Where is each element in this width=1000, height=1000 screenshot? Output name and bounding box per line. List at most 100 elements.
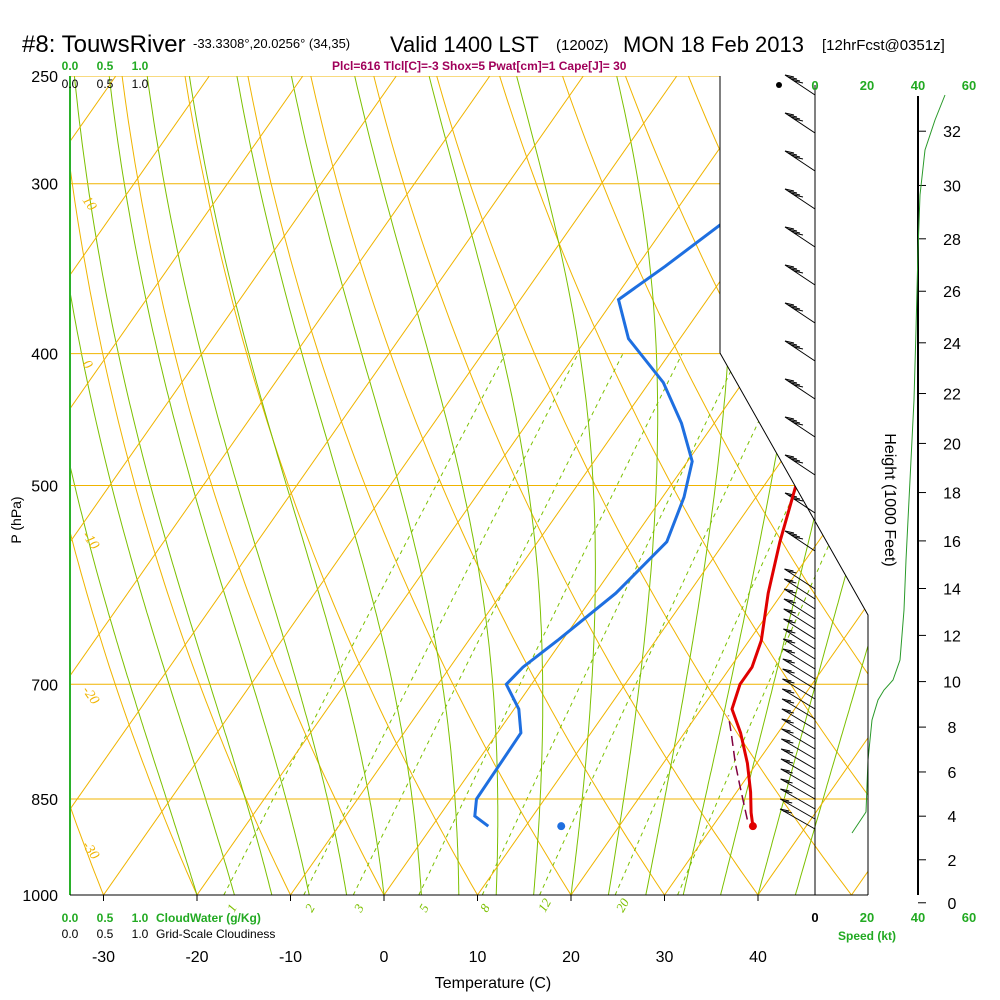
wind-barb-feather xyxy=(784,150,795,154)
wind-barb-feather xyxy=(790,420,801,424)
wind-speed-tick-label: 0 xyxy=(811,910,818,925)
wind-barb-feather xyxy=(782,668,792,672)
wind-calm-marker xyxy=(776,82,782,88)
moist-adiabat-line xyxy=(70,76,235,895)
temperature-tick-label: 30 xyxy=(656,949,674,966)
wind-barb-feather xyxy=(783,628,793,632)
height-tick-label: 12 xyxy=(943,628,961,645)
wind-barb-feather xyxy=(790,192,801,196)
wind-barb-feather xyxy=(781,708,791,712)
wind-barb xyxy=(784,340,816,362)
wind-barb-feather xyxy=(790,534,801,538)
wind-barb-feather xyxy=(790,116,801,120)
isotherm-label: 10 xyxy=(747,346,776,376)
dry-adiabat-line xyxy=(499,76,868,895)
mixing-ratio-line xyxy=(352,353,624,895)
wind-barb-feather xyxy=(785,680,795,684)
wind-barb-feather xyxy=(780,768,790,772)
moist-adiabat-line xyxy=(188,76,385,895)
wind-height-panel: 0020204040606002468101214161820222426283… xyxy=(776,74,976,925)
isotherm-line xyxy=(70,76,304,895)
wind-barb-feather xyxy=(784,226,795,230)
cloud-scale-tick-label: 0.5 xyxy=(97,927,114,941)
mixing-ratio-label: 2 xyxy=(302,901,318,915)
wind-barb-feather xyxy=(787,342,798,346)
wind-barb xyxy=(780,768,816,790)
wind-barb-feather xyxy=(780,788,790,792)
wind-speed-tick-label: 40 xyxy=(911,910,925,925)
wind-barb-feather xyxy=(782,688,792,692)
wind-barb xyxy=(781,688,816,710)
wind-barb-feather xyxy=(783,780,793,784)
moist-adiabat-line xyxy=(516,76,596,895)
wind-barb xyxy=(782,678,816,700)
height-tick-label: 28 xyxy=(943,232,961,249)
wind-barb-feather xyxy=(793,232,804,236)
wind-barb-feather xyxy=(790,344,801,348)
moist-adiabat-line xyxy=(290,76,460,895)
wind-barb xyxy=(782,658,816,680)
wind-barb xyxy=(781,738,816,760)
height-tick-label: 4 xyxy=(948,809,957,826)
wind-barb-feather xyxy=(786,640,796,644)
moist-adiabat-line xyxy=(428,76,544,895)
wind-barb-feather xyxy=(787,190,798,194)
temperature-profile-line xyxy=(730,98,868,827)
wind-barb-feather xyxy=(787,570,797,574)
wind-barb-feather xyxy=(785,690,795,694)
station-title: #8: TouwsRiver xyxy=(22,31,186,58)
wind-barb-feather xyxy=(780,758,791,762)
mixing-ratio-label: 12 xyxy=(535,895,555,914)
wind-barb xyxy=(784,454,816,476)
wind-barb-feather xyxy=(787,418,798,422)
surface-temperature-dot xyxy=(748,822,757,831)
wind-barb xyxy=(781,698,816,720)
wind-barb xyxy=(784,112,816,134)
wind-barb-feather xyxy=(793,384,804,388)
wind-barb xyxy=(784,568,816,590)
wind-barb-feather xyxy=(784,568,794,572)
wind-barb-feather xyxy=(784,530,795,534)
mixing-ratio-label: 20 xyxy=(613,895,633,914)
wind-barb xyxy=(783,618,816,640)
wind-barb xyxy=(782,668,816,690)
wind-barb xyxy=(782,638,816,660)
wind-barb-feather xyxy=(784,720,794,724)
wind-barb-feather xyxy=(793,194,804,198)
wind-barb-feather xyxy=(783,800,793,804)
wind-barb-feather xyxy=(787,228,798,232)
wind-barb-feather xyxy=(779,808,790,812)
dewpoint-profile-line xyxy=(473,98,817,828)
wind-speed-tick-label: 20 xyxy=(860,78,874,93)
wind-barb-feather xyxy=(784,578,794,582)
wind-barb-feather xyxy=(784,700,795,704)
wind-barb-feather xyxy=(793,80,804,84)
wind-barb xyxy=(784,302,816,324)
wind-barb-feather xyxy=(784,188,795,192)
isobars xyxy=(70,76,868,895)
pressure-tick-label: 250 xyxy=(31,69,58,86)
wind-barb-feather xyxy=(783,790,793,794)
wind-barb-feather xyxy=(785,650,796,654)
wind-barb-feather xyxy=(784,740,794,744)
moist-adiabat-line xyxy=(146,76,348,895)
wind-speed-tick-label: 60 xyxy=(962,910,976,925)
isotherm-label: -30 xyxy=(79,839,102,863)
dry-adiabat-line xyxy=(813,76,868,895)
wind-barb xyxy=(782,648,816,670)
wind-barb xyxy=(781,708,816,730)
mixing-ratio-label: 3 xyxy=(350,901,367,915)
wind-barb-feather xyxy=(786,590,797,594)
wind-barb-feather xyxy=(793,346,804,350)
height-tick-label: 26 xyxy=(943,284,961,301)
wind-barb-feather xyxy=(793,460,804,464)
wind-barb-feather xyxy=(793,308,804,312)
wind-barb-feather xyxy=(793,156,804,160)
isotherm-label: 30 xyxy=(834,526,864,556)
wind-barb xyxy=(784,416,816,438)
height-tick-label: 6 xyxy=(948,765,957,782)
moist-adiabat-line xyxy=(108,76,310,895)
y-axis-label: P (hPa) xyxy=(8,496,24,543)
wind-barb-feather xyxy=(786,600,797,604)
